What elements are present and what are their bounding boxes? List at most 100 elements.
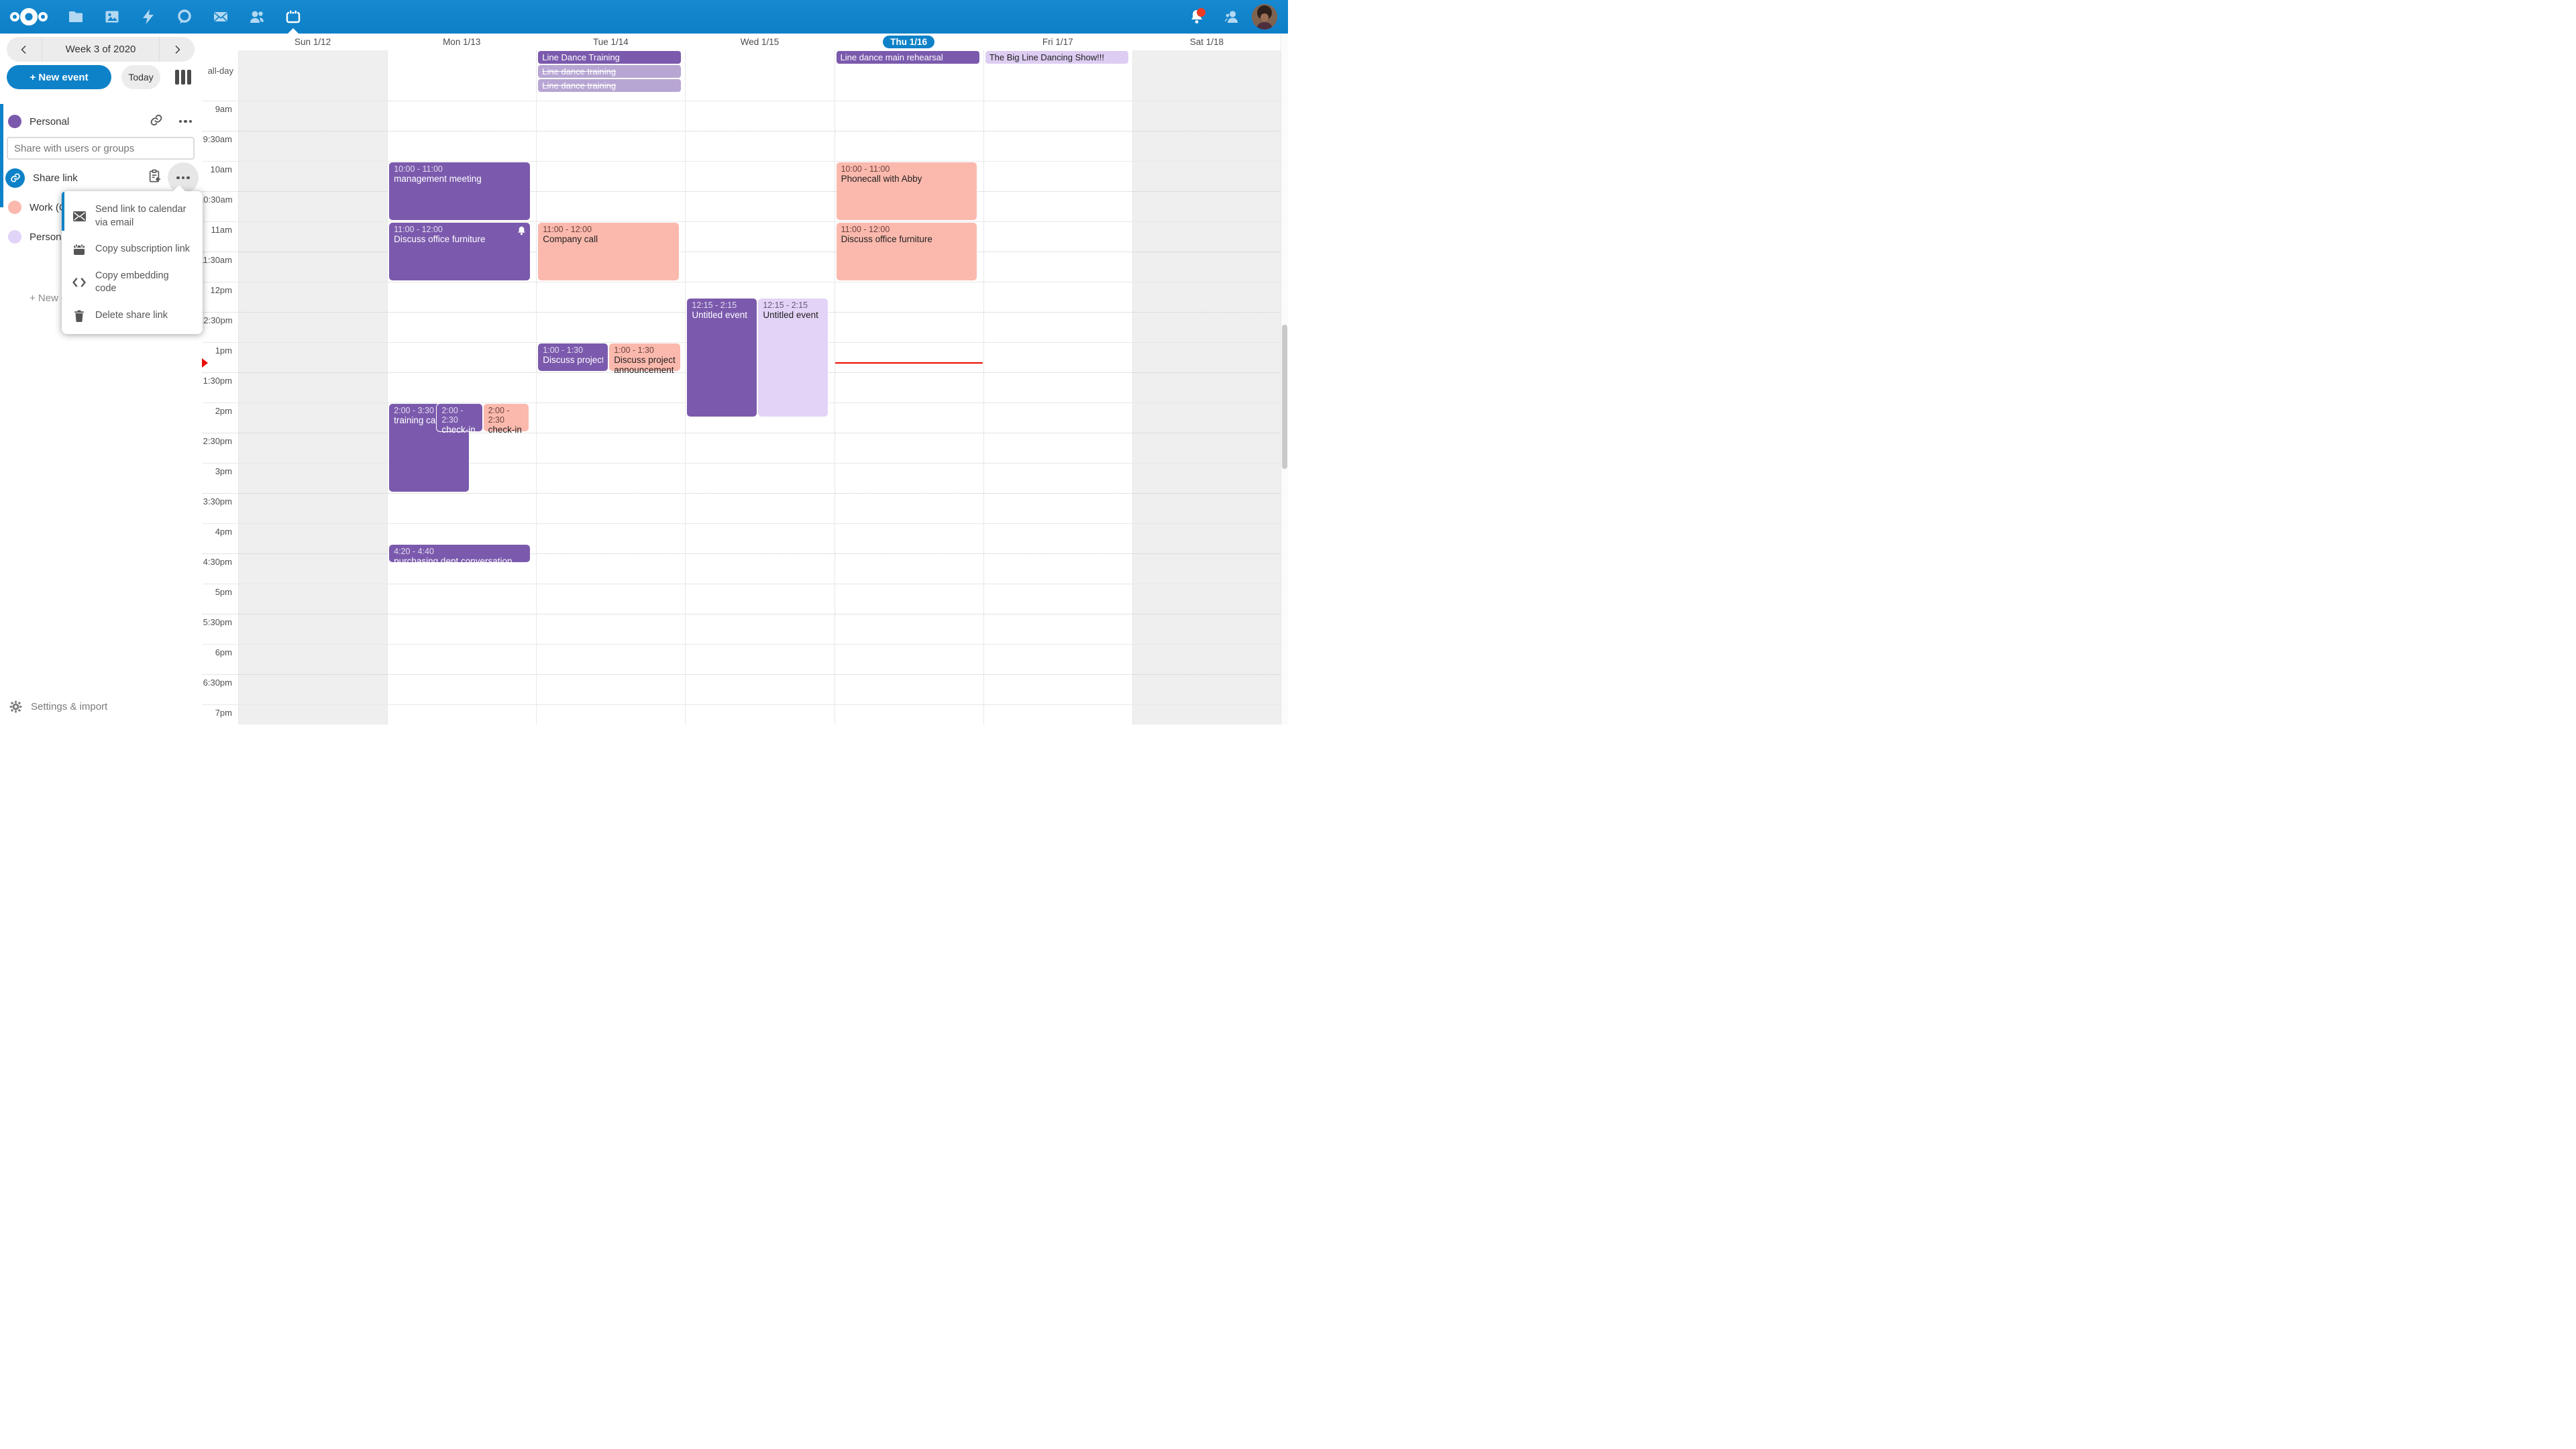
calendar-name: Persona bbox=[30, 231, 67, 243]
activity-icon[interactable] bbox=[130, 0, 166, 34]
copy-link-icon[interactable] bbox=[148, 169, 161, 187]
day-header-mon[interactable]: Mon 1/13 bbox=[443, 37, 481, 47]
time-grid[interactable]: 9am 9:30am 10am 10:30am 11am 11:30am 12pm 12:30… bbox=[201, 101, 1281, 724]
all-day-event[interactable]: Line Dance Training bbox=[538, 51, 682, 64]
previous-week-button[interactable] bbox=[7, 37, 42, 62]
calendar-scrollbar[interactable] bbox=[1281, 34, 1288, 724]
share-link-menu: Send link to calendar via email Copy sub… bbox=[62, 184, 203, 335]
menu-item-copy-embed[interactable]: Copy embedding code bbox=[62, 263, 203, 303]
event[interactable]: 10:00 - 11:00 Phonecall with Abby bbox=[835, 162, 978, 221]
calendar-icon[interactable] bbox=[275, 0, 311, 34]
calendar-item-personal-2[interactable]: Persona bbox=[0, 224, 201, 250]
grid-line bbox=[203, 463, 1281, 464]
scrollbar-thumb[interactable] bbox=[1282, 325, 1287, 469]
current-time-line bbox=[835, 362, 983, 364]
all-day-event[interactable]: Line dance training bbox=[538, 79, 682, 92]
code-icon bbox=[72, 278, 86, 287]
user-avatar[interactable] bbox=[1252, 4, 1277, 30]
time-label: 3pm bbox=[215, 466, 232, 476]
event[interactable]: 11:00 - 12:00 Discuss office furniture bbox=[388, 222, 531, 281]
week-label[interactable]: Week 3 of 2020 bbox=[65, 44, 136, 55]
column-border bbox=[685, 50, 686, 101]
next-week-button[interactable] bbox=[159, 37, 195, 62]
photos-icon[interactable] bbox=[94, 0, 130, 34]
grid-line bbox=[203, 644, 1281, 645]
files-folder-icon[interactable] bbox=[58, 0, 94, 34]
calendar-actions-menu-icon[interactable] bbox=[178, 119, 192, 123]
grid-line bbox=[203, 191, 1281, 192]
menu-item-copy-subscription[interactable]: Copy subscription link bbox=[62, 236, 203, 263]
column-border bbox=[983, 50, 984, 101]
contacts-menu-icon[interactable] bbox=[1217, 0, 1246, 34]
menu-item-label: Send link to calendar via email bbox=[95, 204, 186, 228]
all-day-event[interactable]: The Big Line Dancing Show!!! bbox=[985, 51, 1128, 64]
today-button[interactable]: Today bbox=[121, 65, 160, 89]
app-navigation bbox=[58, 0, 311, 34]
notifications-bell-icon[interactable] bbox=[1182, 0, 1212, 34]
column-border bbox=[1132, 50, 1133, 101]
grid-line bbox=[203, 674, 1281, 675]
calendar-item-work[interactable]: Work (C bbox=[0, 195, 201, 220]
grid-line bbox=[203, 493, 1281, 494]
time-label: 4:30pm bbox=[203, 557, 232, 567]
time-label: 1pm bbox=[215, 345, 232, 356]
new-event-button[interactable]: + New event bbox=[7, 65, 111, 89]
talk-icon[interactable] bbox=[166, 0, 203, 34]
all-day-event[interactable]: Line dance main rehearsal bbox=[836, 51, 979, 64]
week-navigation: Week 3 of 2020 bbox=[7, 37, 195, 62]
new-calendar-link[interactable]: + New c bbox=[30, 292, 66, 304]
menu-item-label: Delete share link bbox=[95, 309, 168, 321]
event[interactable]: 4:20 - 4:40 purchasing dept conversation bbox=[388, 543, 531, 566]
topbar-right bbox=[1182, 0, 1288, 34]
calendar-color-dot bbox=[8, 230, 21, 244]
top-bar bbox=[0, 0, 1288, 34]
calendar-item-personal[interactable]: Personal bbox=[0, 109, 201, 134]
mail-icon[interactable] bbox=[203, 0, 239, 34]
event[interactable]: 12:15 - 2:15 Untitled event bbox=[686, 297, 758, 417]
settings-import[interactable]: Settings & import bbox=[9, 700, 107, 713]
time-label: 1:30pm bbox=[203, 376, 232, 386]
share-link-icon[interactable] bbox=[150, 113, 163, 130]
contacts-icon[interactable] bbox=[239, 0, 275, 34]
time-label: 11:30am bbox=[201, 255, 232, 265]
event[interactable]: 2:00 - 2:30 check-in bbox=[436, 403, 483, 435]
day-header-tue[interactable]: Tue 1/14 bbox=[592, 37, 629, 47]
menu-item-send-email[interactable]: Send link to calendar via email bbox=[62, 197, 203, 236]
grid-line bbox=[203, 704, 1281, 705]
column-border bbox=[983, 101, 984, 724]
day-header-wed[interactable]: Wed 1/15 bbox=[740, 37, 780, 47]
share-input[interactable] bbox=[7, 137, 195, 160]
calendar-icon bbox=[72, 244, 86, 256]
event[interactable]: 2:00 - 2:30 check-in bbox=[482, 403, 529, 435]
time-label: 2pm bbox=[215, 406, 232, 416]
sidebar-scrollbar[interactable] bbox=[0, 104, 3, 207]
view-toggle-icon[interactable] bbox=[175, 70, 191, 85]
day-header-sun[interactable]: Sun 1/12 bbox=[294, 37, 331, 47]
menu-item-delete-share[interactable]: Delete share link bbox=[62, 303, 203, 329]
calendar-color-dot bbox=[8, 115, 21, 128]
reminder-bell-icon bbox=[517, 226, 526, 239]
link-icon bbox=[5, 168, 25, 188]
day-header-fri[interactable]: Fri 1/17 bbox=[1042, 37, 1073, 47]
column-border bbox=[536, 101, 537, 724]
share-link-row: Share link bbox=[0, 162, 201, 193]
time-label: 5:30pm bbox=[203, 617, 232, 627]
event[interactable]: 12:15 - 2:15 Untitled event bbox=[757, 297, 829, 417]
all-day-section: Line Dance Training Line dance training Li… bbox=[201, 50, 1282, 101]
nextcloud-logo[interactable] bbox=[0, 5, 58, 28]
event[interactable]: 11:00 - 12:00 Company call bbox=[537, 222, 680, 281]
time-label: 2:30pm bbox=[203, 436, 232, 446]
settings-import-label: Settings & import bbox=[31, 701, 108, 712]
weekend-shade bbox=[1132, 101, 1281, 724]
event[interactable]: 10:00 - 11:00 management meeting bbox=[388, 162, 531, 221]
grid-line bbox=[203, 553, 1281, 554]
all-day-event[interactable]: Line dance training bbox=[538, 65, 682, 78]
day-header-thu[interactable]: Thu 1/16 bbox=[835, 34, 983, 50]
day-header-sat[interactable]: Sat 1/18 bbox=[1189, 37, 1224, 47]
event[interactable]: 11:00 - 12:00 Discuss office furniture bbox=[835, 222, 978, 281]
gear-icon bbox=[9, 700, 22, 713]
weekend-shade bbox=[239, 50, 388, 101]
time-label: 11am bbox=[211, 225, 232, 235]
